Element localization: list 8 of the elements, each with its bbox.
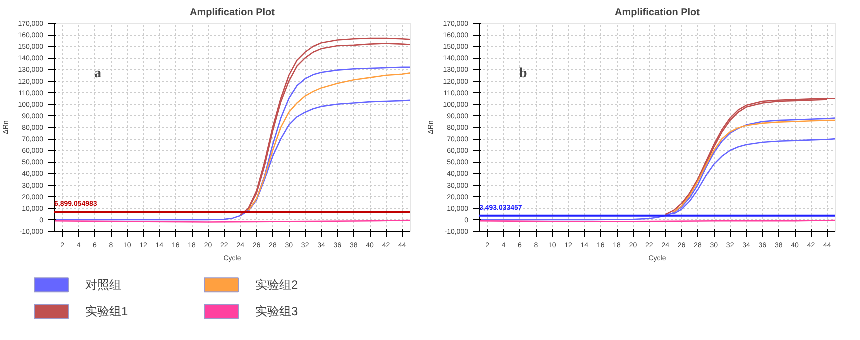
- chart-title: Amplification Plot: [615, 8, 701, 18]
- annotation: a: [94, 66, 102, 82]
- legend-label: 实验组1: [86, 304, 128, 319]
- legend-label: 对照组: [86, 278, 122, 292]
- legend-label: 实验组2: [256, 278, 298, 292]
- chart-title: Amplification Plot: [190, 8, 276, 18]
- legend-label: 实验组3: [256, 304, 298, 319]
- annotation: b: [520, 66, 528, 82]
